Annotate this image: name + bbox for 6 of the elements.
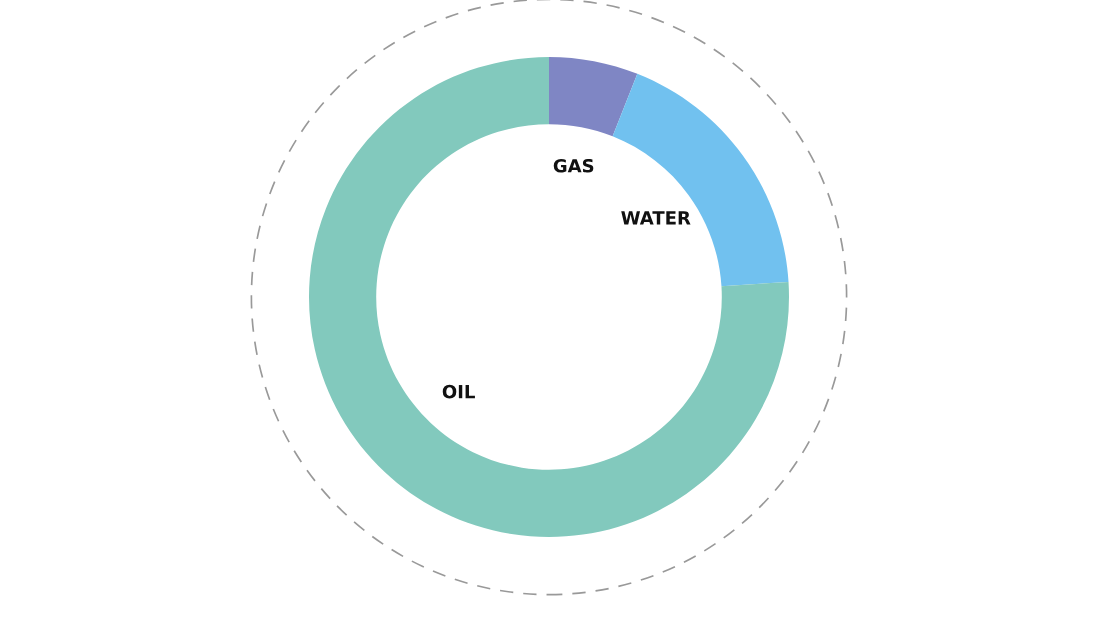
slice-label: GAS	[553, 158, 594, 173]
slice-label: OIL	[442, 384, 475, 399]
slice-label: WATER	[621, 211, 691, 225]
donut-slice	[309, 57, 789, 537]
donut-slice	[549, 57, 638, 137]
donut-slice	[612, 73, 789, 287]
